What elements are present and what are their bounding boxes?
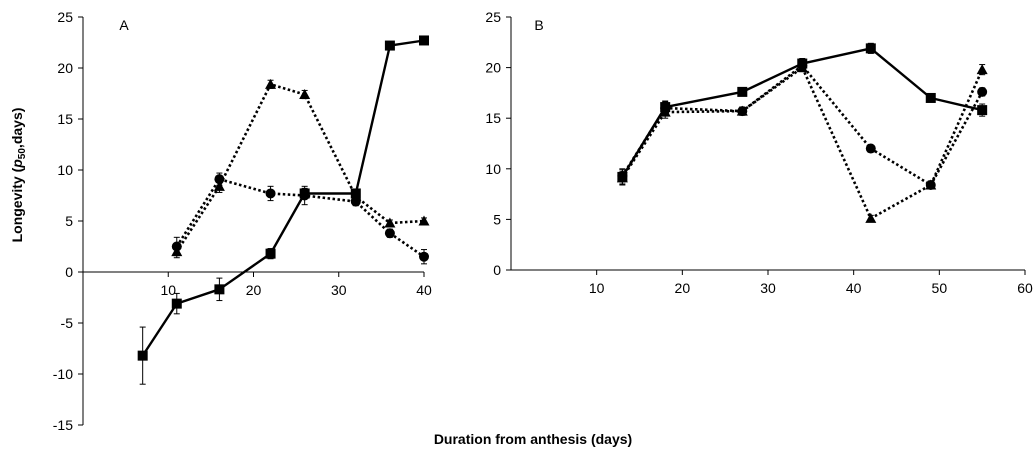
panel-a-y-tick-label: 25 [57, 9, 73, 25]
panel-b-x-tick-label: 10 [589, 280, 605, 296]
panel-b-series-circle-point [617, 170, 628, 181]
panel-a-series-square-point [214, 284, 225, 295]
panel-a-series-circle-point [299, 190, 310, 201]
panel-b-x-tick-label: 40 [846, 280, 862, 296]
panel-b-y-tick-label: 5 [493, 211, 501, 227]
panel-b-x-tick-label: 60 [1017, 280, 1033, 296]
panel-a-series-square-point [384, 40, 395, 51]
panel-b-series-circle-point [797, 60, 808, 71]
panel-a-y-tick-label: -10 [53, 366, 73, 382]
panel-a-series-triangle-point [299, 89, 311, 100]
panel-b-label: B [534, 17, 543, 33]
panel-b-series-circle-point [925, 179, 936, 190]
panel-b-y-tick-label: 10 [485, 161, 501, 177]
panel-a-y-tick-label: 15 [57, 111, 73, 127]
panel-a-series-square-point [265, 248, 276, 259]
y-axis-title: Longevity (p50,days) [9, 108, 28, 243]
panel-a-series-circle-point [350, 196, 361, 207]
panel-a-x-tick-label: 20 [246, 282, 262, 298]
panel-a-x-tick-label: 30 [331, 282, 347, 298]
panel-a-series-square-point [419, 35, 429, 46]
panel-a-y-tick-label: -5 [61, 315, 74, 331]
panel-b-x-tick-label: 50 [932, 280, 948, 296]
panel-b-series-square-point [737, 86, 748, 97]
panel-a-label: A [119, 17, 129, 33]
panel-a-series-triangle-point [265, 78, 277, 89]
panel-b-x-tick-label: 20 [675, 280, 691, 296]
panel-a-y-tick-label: 0 [65, 264, 73, 280]
panel-b-x-tick-label: 30 [760, 280, 776, 296]
panel-a-series-triangle-point [384, 217, 396, 228]
panel-b-series-triangle-point [865, 212, 877, 223]
x-axis-title: Duration from anthesis (days) [434, 431, 632, 447]
panel-a-series-triangle-point [213, 180, 225, 191]
panel-a-y-tick-label: 5 [65, 213, 73, 229]
panel-a-series-circle-point [265, 188, 276, 199]
panel-b-series-triangle-point [976, 64, 988, 75]
panel-b-y-tick-label: 20 [485, 60, 501, 76]
panel-a-series-square-line [141, 39, 425, 357]
panel-b-series-triangle-line [621, 66, 984, 220]
panel-a-series-circle-point [419, 251, 429, 262]
panel-b-series-circle-point [660, 103, 671, 114]
panel-a-x-tick-label: 40 [416, 282, 432, 298]
panel-a-series-square-point [171, 298, 182, 309]
panel-b-y-tick-label: 25 [485, 9, 501, 25]
panel-a-series-triangle-point [418, 215, 430, 226]
panel-b-series-circle-point [977, 86, 988, 97]
panel-a-series-circle-point [214, 174, 225, 185]
panel-b-series-square-point [925, 92, 936, 103]
panel-a: -15 -10 -5 0 5 10 15 20 25 10 20 30 40 A [53, 9, 432, 433]
panel-b-y-tick-label: 0 [493, 262, 501, 278]
panel-a-y-tick-label: 10 [57, 162, 73, 178]
panel-a-y-tick-label: -15 [53, 417, 73, 433]
panel-a-x-tick-label: 10 [160, 282, 176, 298]
panel-b: 0 5 10 15 20 25 10 20 30 40 50 60 B [485, 9, 1033, 296]
panel-b-series-circle-point [865, 143, 876, 154]
panel-a-series-square-point [137, 350, 148, 361]
panel-a-series-circle-point [384, 228, 395, 239]
panel-a-series-circle-point [171, 241, 182, 252]
panel-a-y-tick-label: 20 [57, 60, 73, 76]
panel-b-series-square-point [865, 43, 876, 54]
panel-b-series-circle-line [621, 64, 984, 187]
panel-b-y-tick-label: 15 [485, 110, 501, 126]
panel-b-series-square-point [977, 105, 988, 116]
panel-b-series-circle-point [737, 106, 748, 117]
